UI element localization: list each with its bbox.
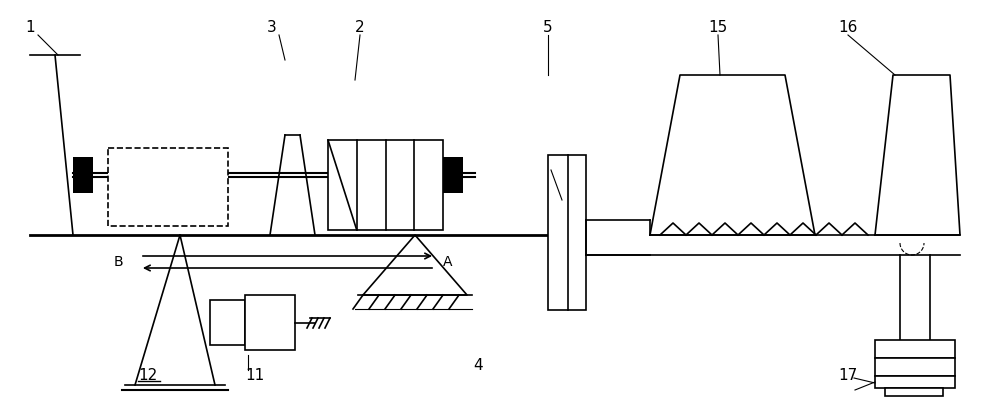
Text: 11: 11 bbox=[245, 367, 265, 383]
Text: 1: 1 bbox=[25, 20, 35, 36]
Text: A: A bbox=[443, 255, 453, 269]
Text: 17: 17 bbox=[838, 367, 858, 383]
Bar bbox=[443, 157, 463, 193]
Bar bbox=[875, 376, 955, 388]
Text: 16: 16 bbox=[838, 20, 858, 36]
Text: 15: 15 bbox=[708, 20, 728, 36]
Text: 5: 5 bbox=[543, 20, 553, 36]
Bar bbox=[875, 358, 955, 376]
Text: B: B bbox=[113, 255, 123, 269]
Text: 12: 12 bbox=[138, 367, 158, 383]
Bar bbox=[245, 295, 295, 350]
Bar bbox=[73, 157, 93, 193]
Text: 3: 3 bbox=[267, 20, 277, 36]
Text: 4: 4 bbox=[473, 358, 483, 373]
Bar bbox=[548, 155, 586, 310]
Bar bbox=[875, 340, 955, 358]
Bar bbox=[210, 300, 245, 345]
Text: 2: 2 bbox=[355, 20, 365, 36]
Bar bbox=[328, 140, 443, 230]
Bar bbox=[108, 148, 228, 226]
Bar bbox=[885, 388, 943, 396]
